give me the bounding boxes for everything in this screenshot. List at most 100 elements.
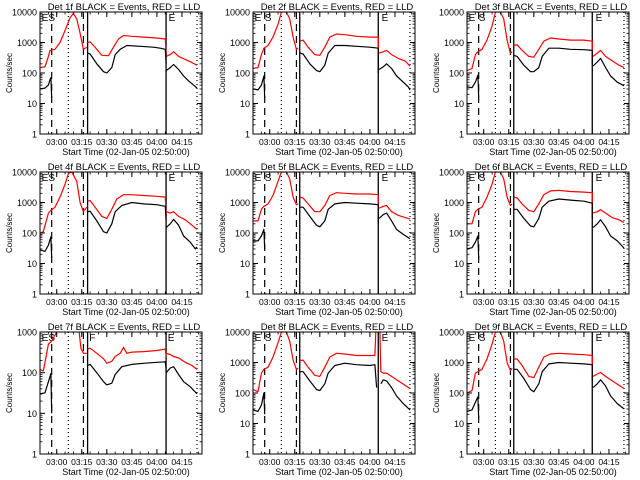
series-line-events (299, 362, 378, 392)
panel-title: Det 1f BLACK = Events, RED = LLD (48, 2, 201, 13)
x-tick-label: 03:45 (334, 457, 356, 467)
event-label: E (382, 333, 389, 344)
x-axis-label: Start Time (02-Jan-05 02:50:00) (275, 467, 403, 477)
x-tick-label: 03:15 (71, 137, 93, 147)
x-axis-label: Start Time (02-Jan-05 02:50:00) (62, 307, 190, 317)
y-tick-label: 10 (27, 99, 37, 109)
series-line-events (592, 57, 625, 87)
event-label: S (479, 13, 486, 24)
series-line-lld (379, 332, 411, 390)
x-tick-label: 03:15 (71, 297, 93, 307)
x-tick-label: 03:15 (498, 297, 520, 307)
series-line-lld (253, 332, 299, 393)
series-line-lld (165, 211, 198, 230)
y-tick-label: 1 (245, 450, 250, 460)
event-label: S (479, 333, 486, 344)
y-tick-label: 10 (240, 259, 250, 269)
plot-frame (466, 171, 630, 295)
x-tick-label: 03:45 (548, 137, 570, 147)
series-line-events (87, 361, 167, 386)
series-line-events (299, 44, 379, 73)
x-tick-label: 04:15 (384, 137, 406, 147)
series-line-lld (467, 12, 513, 72)
series-line-events (378, 63, 411, 91)
x-tick-label: 03:00 (46, 457, 68, 467)
series-line-events (299, 201, 379, 228)
x-tick-label: 04:15 (598, 297, 620, 307)
y-axis-label: Counts/sec (5, 53, 14, 93)
series-line-events (592, 379, 625, 410)
x-tick-label: 03:30 (309, 297, 331, 307)
panel-title: Det 4f BLACK = Events, RED = LLD (48, 162, 201, 173)
series-line-lld (165, 352, 198, 370)
y-tick-label: 10000 (439, 328, 464, 338)
y-tick-label: 1000 (444, 38, 464, 48)
plot-frame (466, 11, 630, 135)
x-tick-label: 03:00 (473, 457, 495, 467)
x-tick-label: 03:45 (548, 297, 570, 307)
event-label: E (382, 173, 389, 184)
plot-frame (252, 331, 416, 455)
y-tick-label: 100 (235, 69, 250, 79)
x-tick-label: 04:15 (171, 137, 193, 147)
x-tick-label: 04:15 (171, 297, 193, 307)
y-tick-label: 100 (449, 69, 464, 79)
y-tick-label: 10000 (225, 168, 250, 178)
x-axis-label: Start Time (02-Jan-05 02:50:00) (489, 147, 617, 157)
series-line-events (165, 218, 198, 250)
series-line-events (40, 373, 53, 414)
series-line-events (165, 366, 198, 395)
series-line-events (253, 228, 266, 249)
series-line-lld (592, 209, 625, 224)
x-tick-label: 03:30 (96, 137, 118, 147)
x-tick-label: 04:15 (384, 297, 406, 307)
x-tick-label: 03:45 (121, 297, 143, 307)
x-tick-label: 03:30 (309, 137, 331, 147)
event-label: E (255, 13, 262, 24)
series-line-lld (40, 12, 88, 69)
event-label: E (42, 333, 49, 344)
event-label: S (265, 173, 272, 184)
x-axis-label: Start Time (02-Jan-05 02:50:00) (62, 147, 190, 157)
x-tick-label: 04:15 (598, 137, 620, 147)
event-label: S (48, 173, 55, 184)
series-line-lld (253, 12, 299, 70)
x-tick-label: 03:15 (71, 457, 93, 467)
x-tick-label: 04:15 (598, 457, 620, 467)
y-tick-label: 1 (459, 130, 464, 140)
y-tick-label: 1000 (17, 198, 37, 208)
x-tick-label: 04:00 (146, 297, 168, 307)
y-tick-label: 10000 (439, 168, 464, 178)
x-tick-label: 04:00 (359, 137, 381, 147)
y-tick-label: 100 (22, 69, 37, 79)
event-label: E (469, 13, 476, 24)
series-line-events (378, 212, 411, 240)
y-tick-label: 1 (245, 290, 250, 300)
y-tick-label: 1000 (444, 358, 464, 368)
x-tick-label: 03:30 (523, 297, 545, 307)
series-line-events (87, 44, 167, 74)
y-tick-label: 100 (449, 229, 464, 239)
series-line-events (513, 198, 593, 228)
x-tick-label: 03:00 (473, 297, 495, 307)
plot-frame (39, 331, 203, 455)
x-axis-label: Start Time (02-Jan-05 02:50:00) (62, 467, 190, 477)
plot-frame (39, 171, 203, 295)
y-tick-label: 10000 (12, 8, 37, 18)
y-tick-label: 1 (32, 450, 37, 460)
series-line-events (165, 63, 198, 89)
event-label: E (169, 173, 176, 184)
series-line-events (467, 396, 480, 419)
y-tick-label: 100 (235, 229, 250, 239)
y-tick-label: 10000 (225, 8, 250, 18)
event-label: F (89, 333, 95, 344)
y-axis-label: Counts/sec (218, 53, 227, 93)
